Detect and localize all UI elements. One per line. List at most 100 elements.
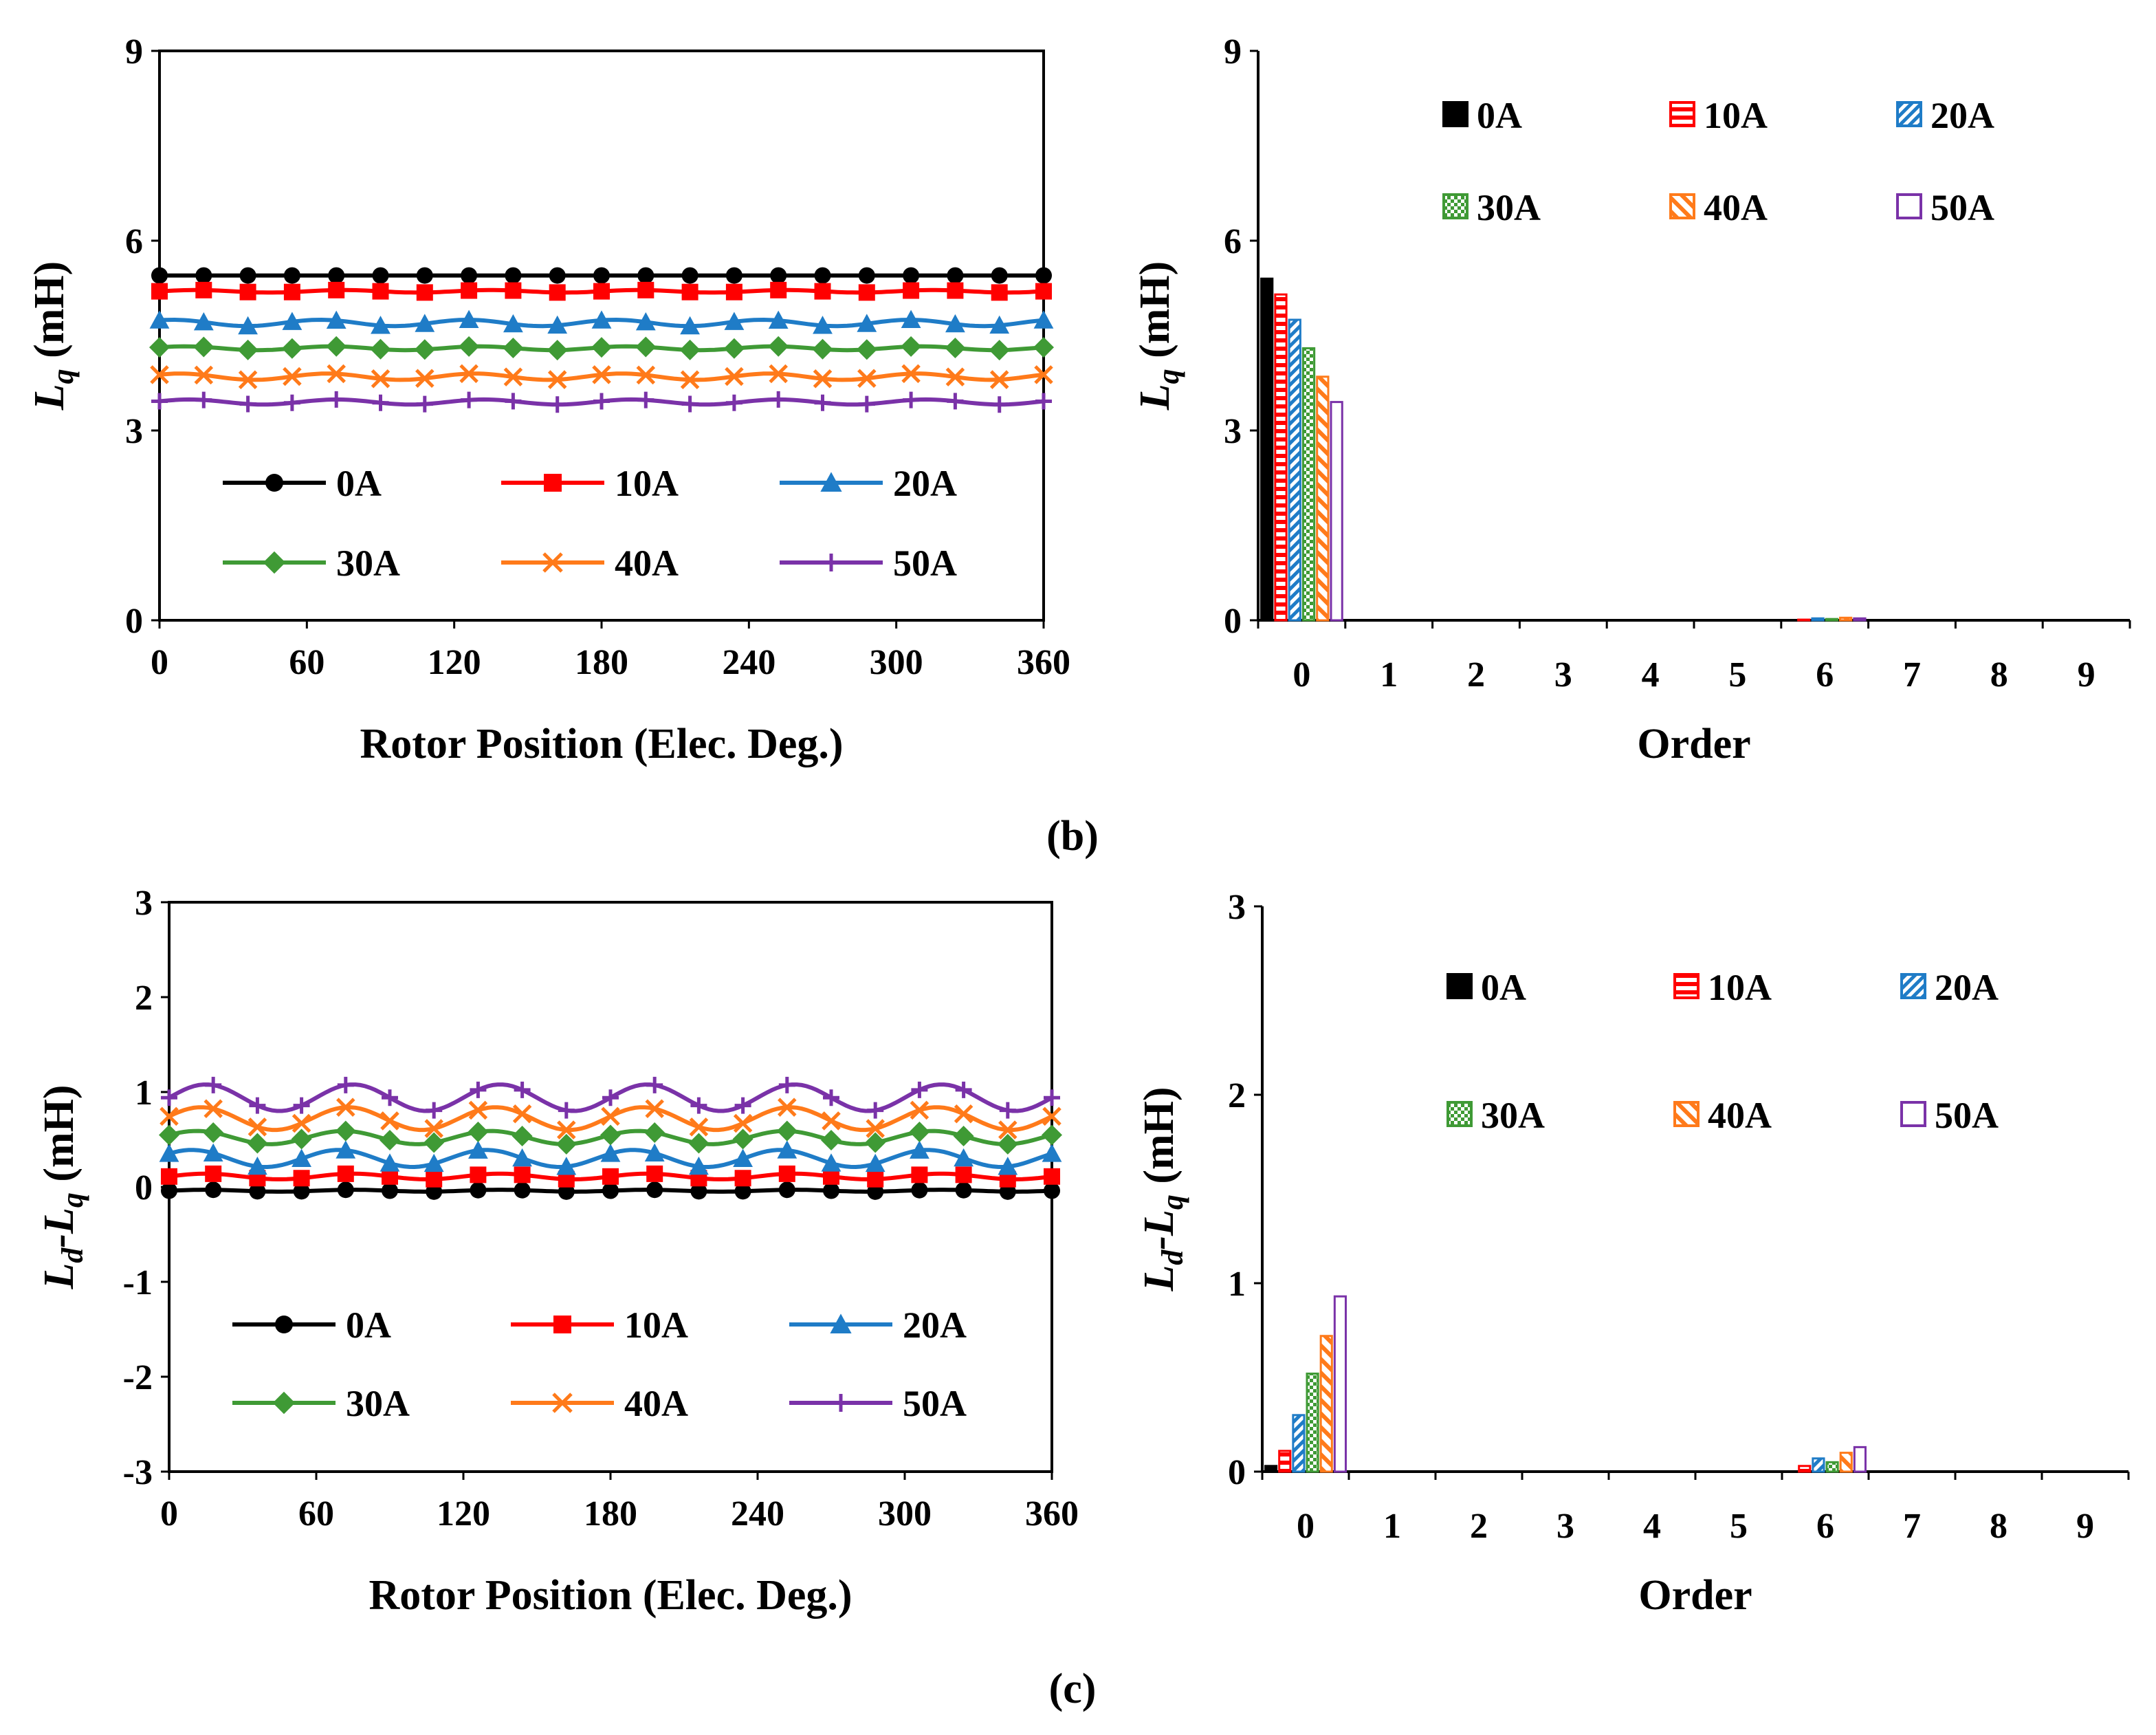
data-point-20A: [1042, 1144, 1062, 1162]
data-point-0A: [823, 1182, 839, 1199]
data-point-50A: [637, 391, 654, 408]
data-point-40A: [910, 1100, 930, 1120]
data-point-50A: [426, 1102, 443, 1119]
y-tick-label: 3: [125, 412, 143, 451]
data-point-10A: [725, 283, 742, 301]
legend-label-20A: 20A: [893, 463, 957, 504]
data-point-20A: [954, 1148, 974, 1167]
data-point-20A: [768, 310, 789, 329]
x-tick-label: 300: [870, 643, 923, 682]
bar-20A: [1288, 318, 1301, 622]
data-point-50A: [505, 393, 522, 410]
y-axis-label: Ld-Lq (mH): [1136, 1087, 1189, 1291]
data-point-50A: [911, 1081, 928, 1098]
legend-marker-20A: [820, 472, 842, 492]
data-point-10A: [416, 284, 433, 301]
data-point-40A: [468, 1100, 488, 1120]
data-point-30A: [459, 336, 480, 357]
data-point-20A: [591, 310, 612, 329]
chart-lq-harmonic-order: 0 3 6 9 0 1 2 3 4 5 6 7 8 9 Order Lq (mH) 0A 10A 20A 30A 40A…: [1132, 32, 2131, 767]
data-point-20A: [901, 309, 921, 329]
x-tick-label: 1: [1380, 655, 1398, 695]
data-point-40A: [238, 370, 258, 390]
data-point-30A: [732, 1128, 754, 1150]
data-point-30A: [821, 1130, 842, 1151]
legend-marker-30A: [263, 551, 286, 574]
legend-marker-0A: [275, 1316, 293, 1333]
bar-40A: [1319, 1335, 1333, 1473]
bar-10A: [1278, 1450, 1292, 1473]
data-point-0A: [903, 267, 920, 284]
bar-50A: [1330, 401, 1343, 622]
legend-label-40A: 40A: [1704, 187, 1768, 228]
data-point-40A: [292, 1113, 311, 1133]
data-point-20A: [371, 316, 390, 334]
data-point-0A: [416, 267, 433, 284]
legend-marker-30A: [272, 1391, 296, 1415]
data-point-10A: [646, 1165, 663, 1182]
data-point-40A: [512, 1104, 532, 1124]
data-point-30A: [635, 336, 657, 358]
data-point-50A: [681, 395, 698, 413]
data-point-0A: [151, 267, 168, 284]
data-point-40A: [645, 1099, 664, 1118]
data-point-30A: [370, 338, 391, 360]
bar-50A: [1333, 1295, 1347, 1473]
data-point-20A: [282, 312, 302, 330]
data-point-50A: [328, 391, 345, 408]
data-point-20A: [468, 1140, 488, 1159]
data-point-20A: [733, 1148, 753, 1167]
data-point-40A: [725, 367, 744, 386]
legend-swatch-10A: [1673, 973, 1700, 999]
legend-marker-50A: [832, 1394, 850, 1412]
data-point-30A: [414, 339, 435, 360]
x-tick-label: 0: [1292, 655, 1310, 695]
data-point-0A: [514, 1181, 531, 1199]
data-point-50A: [558, 1102, 575, 1119]
data-point-50A: [734, 1097, 751, 1114]
data-point-30A: [856, 339, 877, 360]
data-point-20A: [547, 315, 568, 334]
x-tick-label: 1: [1383, 1507, 1401, 1546]
data-point-50A: [151, 393, 168, 410]
legend-label-20A: 20A: [1930, 95, 1994, 136]
data-point-30A: [281, 338, 302, 359]
data-point-40A: [813, 369, 833, 389]
data-point-0A: [681, 267, 698, 284]
data-point-40A: [822, 1111, 841, 1131]
data-point-20A: [724, 312, 745, 330]
data-point-30A: [989, 340, 1010, 361]
data-point-0A: [470, 1181, 487, 1199]
data-point-50A: [955, 1081, 972, 1098]
data-point-0A: [602, 1182, 619, 1199]
data-point-10A: [151, 283, 168, 300]
x-tick-label: 5: [1730, 1507, 1748, 1546]
legend-swatch-20A: [1900, 973, 1926, 999]
bar-30A: [1306, 1373, 1319, 1473]
x-tick-label: 2: [1467, 655, 1485, 695]
bar-20A: [1292, 1414, 1306, 1473]
data-point-30A: [865, 1132, 886, 1153]
x-tick-label: 360: [1017, 643, 1070, 682]
legend-label-10A: 10A: [1708, 967, 1772, 1008]
data-point-40A: [336, 1098, 355, 1117]
data-point-0A: [814, 267, 831, 284]
data-point-50A: [725, 394, 742, 411]
x-tick-label: 60: [289, 643, 324, 682]
data-point-50A: [205, 1076, 222, 1093]
legend-label-30A: 30A: [1481, 1095, 1545, 1136]
data-point-40A: [680, 370, 700, 390]
bar-30A: [1825, 618, 1838, 622]
data-point-20A: [998, 1157, 1018, 1175]
panel-label-c: (c): [1049, 1666, 1097, 1712]
data-point-40A: [204, 1099, 223, 1118]
data-point-10A: [549, 284, 566, 301]
x-tick-label: 9: [2078, 655, 2096, 695]
data-point-50A: [991, 396, 1008, 413]
data-point-50A: [249, 1097, 266, 1114]
bar-20A: [1811, 617, 1825, 622]
data-point-0A: [283, 267, 300, 284]
data-point-50A: [770, 391, 787, 408]
bar-40A: [1838, 616, 1853, 622]
data-point-20A: [945, 314, 965, 333]
